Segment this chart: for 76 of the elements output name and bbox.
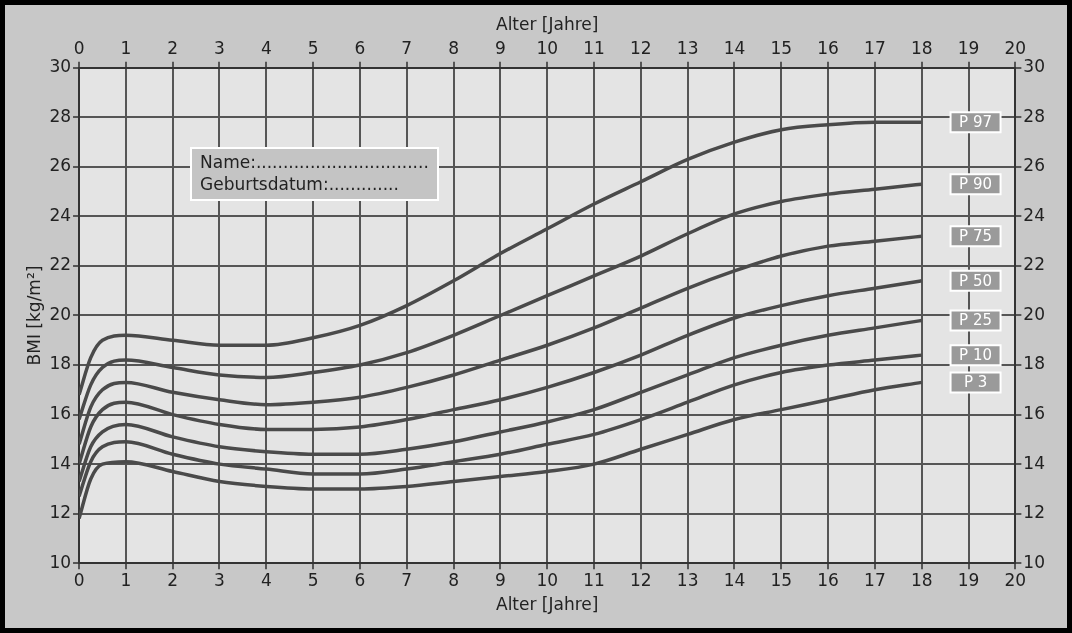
y2-tick-label: 22: [1023, 254, 1046, 275]
x-tick-label: 16: [817, 569, 839, 590]
x-tick-label: 13: [676, 569, 699, 590]
x-tick-label: 19: [957, 569, 980, 590]
x-tick-label: 9: [494, 569, 506, 590]
x-tick-label: 20: [1004, 569, 1027, 590]
x-tick-label: 2: [167, 569, 179, 590]
y2-tick-label: 30: [1023, 56, 1046, 77]
x-tick-label: 12: [630, 569, 652, 590]
x2-tick-label: 7: [401, 38, 413, 59]
x2-tick-label: 17: [864, 38, 886, 59]
y2-tick-label: 24: [1023, 204, 1046, 225]
text: P 75: [959, 227, 992, 246]
annotation: Name:................................: [200, 151, 429, 173]
y2-tick-label: 10: [1023, 551, 1046, 572]
x2-tick-label: 16: [817, 38, 839, 59]
y2-tick-label: 12: [1023, 502, 1046, 523]
x2-tick-label: 13: [676, 38, 699, 59]
x2-tick-label: 10: [536, 38, 559, 59]
x-tick-label: 5: [307, 569, 319, 590]
y-tick-label: 22: [49, 254, 72, 275]
y-tick-label: 26: [49, 155, 72, 176]
annotation: Geburtsdatum:.............: [200, 173, 400, 195]
y-tick-label: 28: [49, 105, 72, 126]
y-axis-title: BMI [kg/m²]: [23, 265, 44, 366]
y-tick-label: 12: [49, 502, 72, 523]
x2-tick-label: 4: [260, 38, 272, 59]
x-tick-label: 14: [723, 569, 746, 590]
x-tick-label: 18: [910, 569, 933, 590]
y-tick-label: 10: [49, 551, 72, 572]
y-tick-label: 30: [49, 56, 72, 77]
y2-tick-label: 20: [1023, 303, 1046, 324]
x-tick-label: 3: [214, 569, 225, 590]
text: P 50: [959, 271, 992, 290]
x2-tick-label: 20: [1004, 38, 1027, 59]
text: P 3: [963, 373, 988, 392]
x-tick-label: 4: [260, 569, 272, 590]
x-tick-label: 10: [536, 569, 559, 590]
x-tick-label: 15: [770, 569, 793, 590]
y-tick-label: 18: [49, 353, 72, 374]
x2-tick-label: 15: [770, 38, 793, 59]
x2-axis-title: Alter [Jahre]: [495, 13, 599, 34]
x2-tick-label: 1: [120, 38, 132, 59]
x2-tick-label: 9: [494, 38, 506, 59]
x2-tick-label: 6: [354, 38, 366, 59]
y2-tick-label: 28: [1023, 105, 1046, 126]
x-tick-label: 0: [73, 569, 85, 590]
x2-tick-label: 11: [583, 38, 605, 59]
y2-tick-label: 14: [1023, 452, 1046, 473]
x2-tick-label: 14: [723, 38, 746, 59]
y2-tick-label: 16: [1023, 403, 1046, 423]
text: P 90: [959, 175, 992, 194]
x2-tick-label: 0: [73, 38, 85, 59]
x2-tick-label: 18: [910, 38, 933, 59]
y-tick-label: 20: [49, 303, 72, 324]
x-axis-title: Alter [Jahre]: [495, 594, 599, 615]
text: P 25: [959, 311, 992, 330]
x2-tick-label: 8: [448, 38, 459, 59]
x-tick-label: 7: [401, 569, 413, 590]
y2-tick-label: 18: [1023, 353, 1046, 374]
x2-tick-label: 3: [214, 38, 225, 59]
x2-tick-label: 2: [167, 38, 179, 59]
x-tick-label: 17: [864, 569, 886, 590]
x-tick-label: 8: [448, 569, 459, 590]
x2-tick-label: 5: [307, 38, 319, 59]
x-tick-label: 11: [583, 569, 605, 590]
x2-tick-label: 12: [630, 38, 652, 59]
x-tick-label: 6: [354, 569, 366, 590]
x-tick-label: 1: [120, 569, 132, 590]
y-tick-label: 24: [49, 204, 72, 225]
text: P 10: [959, 346, 992, 365]
text: P 97: [959, 113, 992, 132]
y-tick-label: 16: [49, 403, 72, 423]
x2-tick-label: 19: [957, 38, 980, 59]
y2-tick-label: 26: [1023, 155, 1046, 176]
y-tick-label: 14: [49, 452, 72, 473]
